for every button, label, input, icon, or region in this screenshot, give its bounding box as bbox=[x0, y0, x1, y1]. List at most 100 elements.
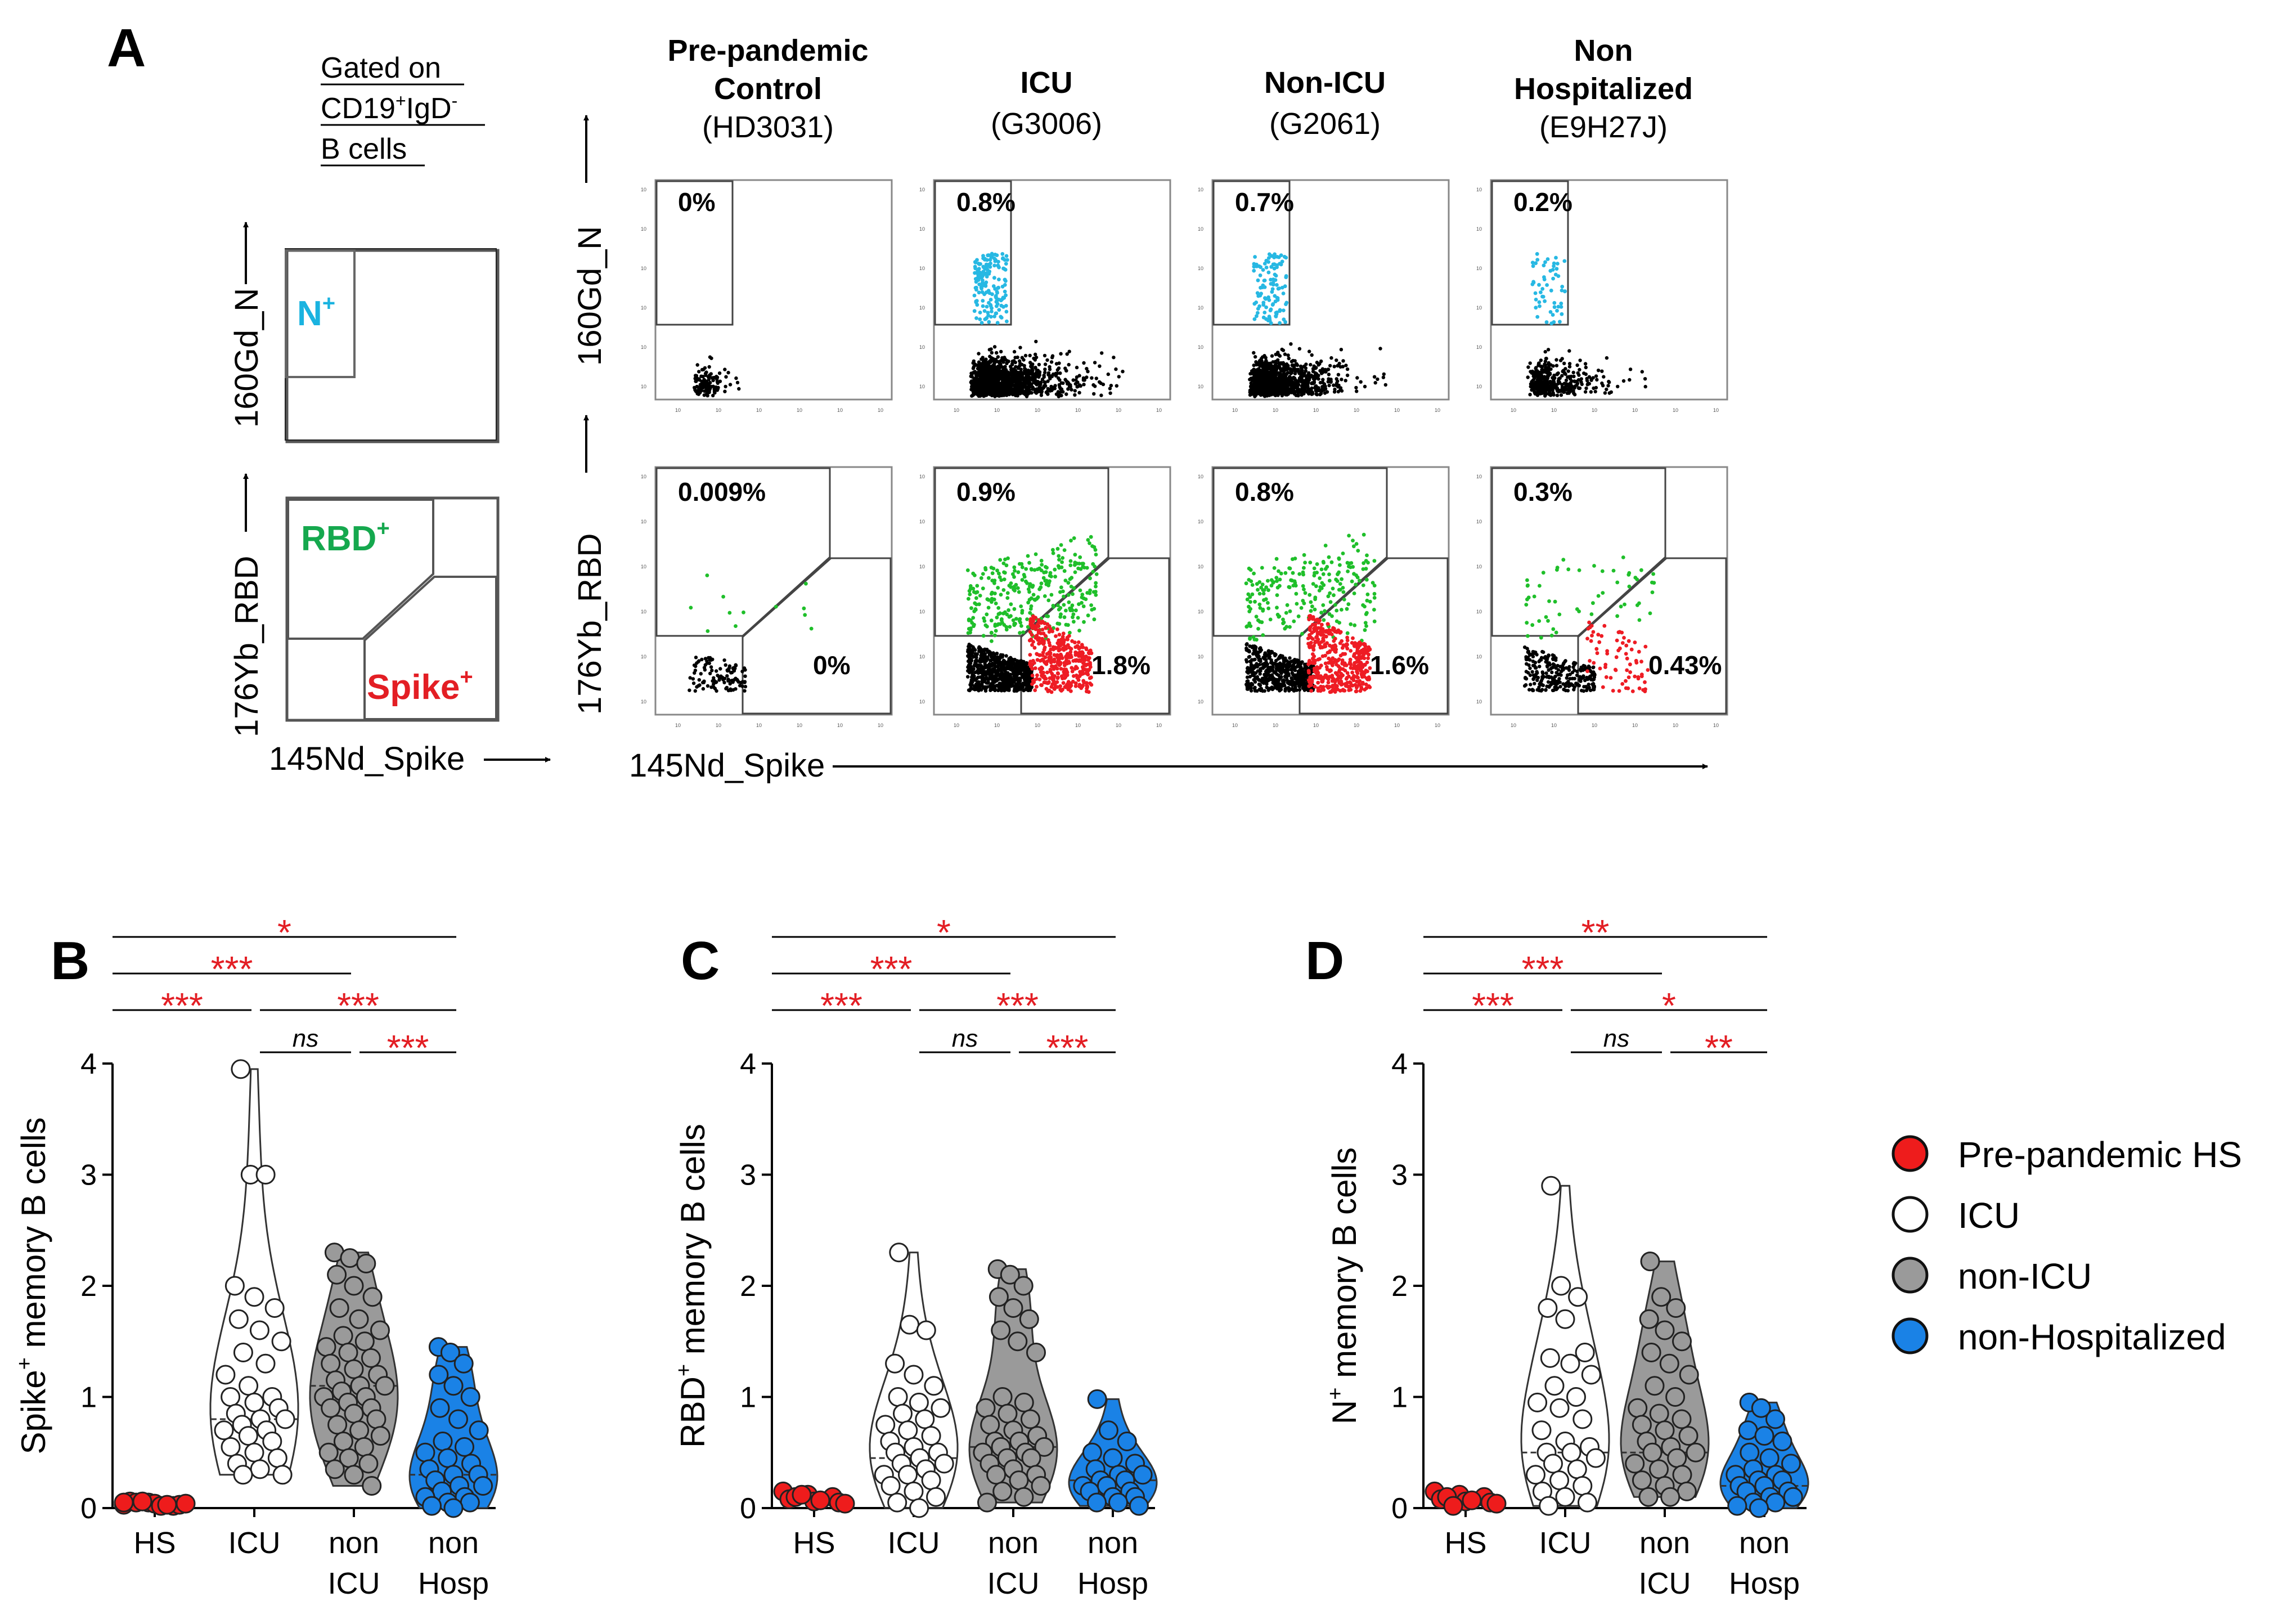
flow-n-event-dot bbox=[974, 299, 978, 303]
flow-rbd-event-dot bbox=[689, 605, 693, 610]
flow-event-dot bbox=[712, 676, 716, 680]
flow-x-tick: 10 bbox=[1156, 723, 1162, 728]
flow-event-dot bbox=[1307, 349, 1311, 353]
flow-event-dot bbox=[1048, 388, 1053, 392]
flow-event-dot bbox=[1252, 658, 1256, 662]
flow-event-dot bbox=[1341, 359, 1345, 363]
flow-event-dot bbox=[1073, 382, 1078, 386]
flow-event-dot bbox=[1270, 354, 1274, 358]
flow-event-dot bbox=[722, 680, 726, 685]
flow-spike-event-dot bbox=[1046, 681, 1050, 685]
flow-n-event-dot bbox=[1001, 257, 1005, 261]
flow-event-dot bbox=[1259, 688, 1262, 693]
flow-event-dot bbox=[701, 385, 706, 390]
flow-n-event-dot bbox=[1262, 311, 1267, 315]
schematic-rbd-plot: RBD+ Spike+ bbox=[285, 496, 500, 722]
flow-n-event-dot bbox=[999, 315, 1003, 319]
flow-rbd-event-dot bbox=[1062, 615, 1067, 620]
flow-event-dot bbox=[1018, 390, 1022, 394]
flow-spike-event-dot bbox=[1042, 648, 1046, 652]
flow-event-dot bbox=[1250, 384, 1253, 388]
flow-event-dot bbox=[1082, 361, 1086, 365]
flow-rbd-event-dot bbox=[1016, 570, 1021, 575]
flow-event-dot bbox=[1067, 382, 1071, 385]
flow-event-dot bbox=[1289, 360, 1294, 364]
flow-event-dot bbox=[739, 680, 743, 685]
flow-event-dot bbox=[1255, 370, 1259, 375]
flow-rbd-event-dot bbox=[992, 633, 997, 638]
flow-rbd-event-dot bbox=[996, 606, 1001, 610]
flow-event-dot bbox=[1265, 363, 1269, 367]
gate-note-line-1: Gated on bbox=[321, 52, 441, 84]
flow-event-dot bbox=[972, 359, 976, 363]
flow-spike-event-dot bbox=[1030, 682, 1034, 686]
flow-event-dot bbox=[982, 368, 986, 373]
flow-event-dot bbox=[707, 378, 711, 382]
flow-rbd-event-dot bbox=[1043, 578, 1048, 583]
flow-event-dot bbox=[1268, 655, 1272, 659]
flow-event-dot bbox=[725, 674, 729, 678]
flow-event-dot bbox=[1043, 362, 1048, 366]
flow-event-dot bbox=[715, 669, 718, 673]
flow-rbd-event-dot bbox=[994, 602, 998, 605]
flow-rbd-event-dot bbox=[1070, 603, 1075, 608]
flow-spike-gate bbox=[742, 557, 892, 715]
flow-event-dot bbox=[1099, 381, 1103, 385]
flow-event-dot bbox=[985, 373, 989, 376]
spike-gate-polygon bbox=[363, 576, 497, 720]
flow-rbd-event-dot bbox=[1007, 608, 1010, 612]
flow-event-dot bbox=[1058, 378, 1062, 382]
flow-event-dot bbox=[1283, 683, 1287, 688]
flow-rbd-percent: 0.9% bbox=[956, 477, 1016, 506]
flow-spike-event-dot bbox=[1084, 647, 1089, 652]
flow-event-dot bbox=[1031, 371, 1035, 375]
flow-x-tick: 10 bbox=[797, 723, 802, 728]
flow-event-dot bbox=[1043, 383, 1047, 388]
flow-spike-event-dot bbox=[1065, 661, 1070, 666]
flow-event-dot bbox=[1032, 387, 1036, 391]
flow-event-dot bbox=[1013, 687, 1017, 691]
flow-y-tick: 10 bbox=[1198, 474, 1203, 479]
flow-spike-event-dot bbox=[1073, 659, 1078, 663]
flow-sample-0: Pre-pandemicControl(HD3031)1010101010101… bbox=[641, 34, 893, 728]
flow-event-dot bbox=[1280, 393, 1284, 398]
flow-rbd-event-dot bbox=[1019, 624, 1023, 628]
flow-event-dot bbox=[1326, 367, 1330, 371]
flow-event-dot bbox=[1019, 367, 1023, 371]
flow-spike-event-dot bbox=[1085, 684, 1089, 688]
flow-spike-event-dot bbox=[1030, 626, 1035, 630]
flow-event-dot bbox=[709, 658, 713, 662]
flow-event-dot bbox=[693, 689, 698, 693]
flow-event-dot bbox=[1057, 394, 1061, 398]
flow-event-dot bbox=[1024, 674, 1028, 678]
flow-spike-event-dot bbox=[1089, 683, 1094, 687]
flow-event-dot bbox=[1013, 391, 1017, 395]
flow-sample-title: Control bbox=[714, 72, 822, 106]
flow-rbd-event-dot bbox=[706, 629, 710, 633]
flow-rbd-event-dot bbox=[975, 590, 979, 594]
flow-event-dot bbox=[1381, 375, 1386, 379]
flow-n-gate bbox=[934, 180, 1012, 326]
flow-n-event-dot bbox=[1000, 252, 1005, 256]
flow-n-event-dot bbox=[981, 264, 986, 269]
flow-rbd-event-dot bbox=[973, 607, 978, 611]
flow-event-dot bbox=[1278, 654, 1282, 659]
flow-event-dot bbox=[1289, 378, 1293, 382]
flow-event-dot bbox=[1354, 385, 1358, 390]
flow-n-event-dot bbox=[1271, 277, 1275, 281]
flow-event-dot bbox=[1026, 376, 1030, 380]
flow-n-event-dot bbox=[983, 317, 988, 321]
flow-x-tick: 10 bbox=[1273, 407, 1278, 413]
flow-spike-event-dot bbox=[1079, 659, 1082, 663]
flow-spike-event-dot bbox=[1049, 627, 1053, 631]
flow-rbd-event-dot bbox=[1078, 588, 1082, 593]
flow-event-dot bbox=[1256, 669, 1260, 673]
flow-n-event-dot bbox=[1275, 295, 1279, 300]
flow-event-dot bbox=[975, 383, 979, 387]
flow-n-event-dot bbox=[1278, 321, 1282, 325]
flow-event-dot bbox=[708, 380, 712, 385]
flow-event-dot bbox=[977, 645, 981, 649]
flow-n-event-dot bbox=[1266, 270, 1271, 275]
flow-x-tick: 10 bbox=[837, 407, 843, 413]
flow-n-event-dot bbox=[1273, 299, 1278, 304]
